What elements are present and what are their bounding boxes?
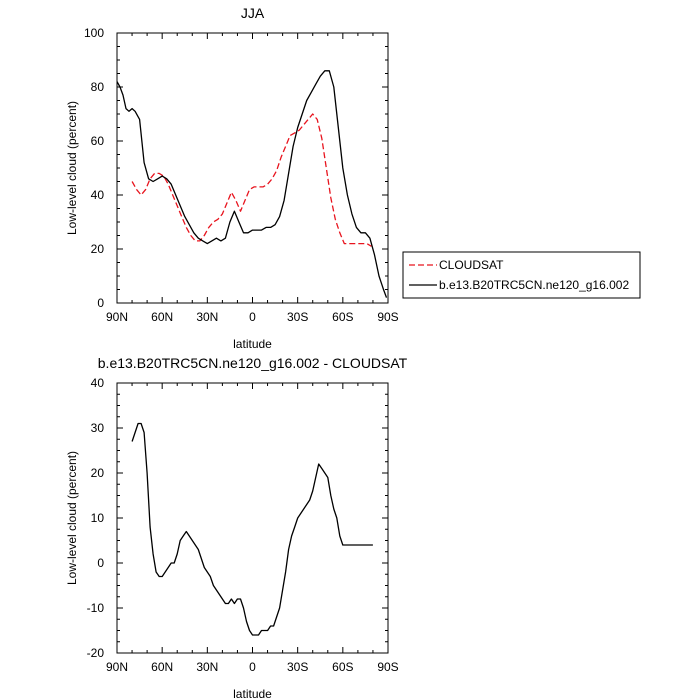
x-tick-label: 60N — [151, 310, 173, 324]
y-tick-label: 20 — [91, 466, 105, 480]
x-tick-label: 30S — [287, 660, 308, 674]
x-tick-label: 30N — [196, 660, 218, 674]
legend-entry: CLOUDSAT — [439, 258, 504, 272]
x-tick-label: 60S — [332, 660, 353, 674]
x-axis-label: latitude — [233, 337, 272, 351]
x-axis-label: latitude — [233, 687, 272, 700]
y-tick-label: 0 — [97, 296, 104, 310]
x-tick-label: 30S — [287, 310, 308, 324]
x-tick-label: 0 — [249, 660, 256, 674]
series-line-0 — [131, 113, 372, 247]
x-tick-label: 0 — [249, 310, 256, 324]
chart-title: JJA — [241, 5, 265, 21]
y-tick-label: 20 — [91, 242, 105, 256]
series-line-0 — [131, 422, 373, 636]
y-tick-label: 60 — [91, 134, 105, 148]
y-tick-label: -10 — [87, 601, 105, 615]
y-tick-label: 80 — [91, 80, 105, 94]
x-tick-label: 60N — [151, 660, 173, 674]
x-tick-label: 90S — [377, 310, 398, 324]
plot-frame — [116, 32, 389, 304]
y-axis-label: Low-level cloud (percent) — [65, 451, 79, 585]
chart-title: b.e13.B20TRC5CN.ne120_g16.002 - CLOUDSAT — [98, 355, 408, 371]
x-tick-label: 30N — [196, 310, 218, 324]
y-tick-label: 40 — [91, 188, 105, 202]
y-tick-label: -20 — [87, 646, 105, 660]
x-tick-label: 90N — [106, 310, 128, 324]
x-tick-label: 60S — [332, 310, 353, 324]
x-tick-label: 90S — [377, 660, 398, 674]
y-tick-label: 40 — [91, 376, 105, 390]
legend-box — [402, 251, 641, 299]
legend: CLOUDSAT b.e13.B20TRC5CN.ne120_g16.002 — [402, 251, 641, 299]
y-tick-label: 100 — [84, 26, 104, 40]
y-tick-label: 30 — [91, 421, 105, 435]
series-line-1 — [116, 70, 388, 298]
y-tick-label: 0 — [97, 556, 104, 570]
plot-frame — [116, 382, 389, 654]
y-axis-label: Low-level cloud (percent) — [65, 101, 79, 235]
x-tick-label: 90N — [106, 660, 128, 674]
y-tick-label: 10 — [91, 511, 105, 525]
chart-top: 90N 60N 30N 0 30S 60S 90S 0 20 40 60 80 100 JJA latitu… — [65, 5, 399, 351]
chart-bottom: 90N 60N 30N 0 30S 60S 90S -20 -10 0 10 20 30 40 b.e13.… — [65, 355, 408, 700]
legend-entry: b.e13.B20TRC5CN.ne120_g16.002 — [439, 278, 629, 292]
